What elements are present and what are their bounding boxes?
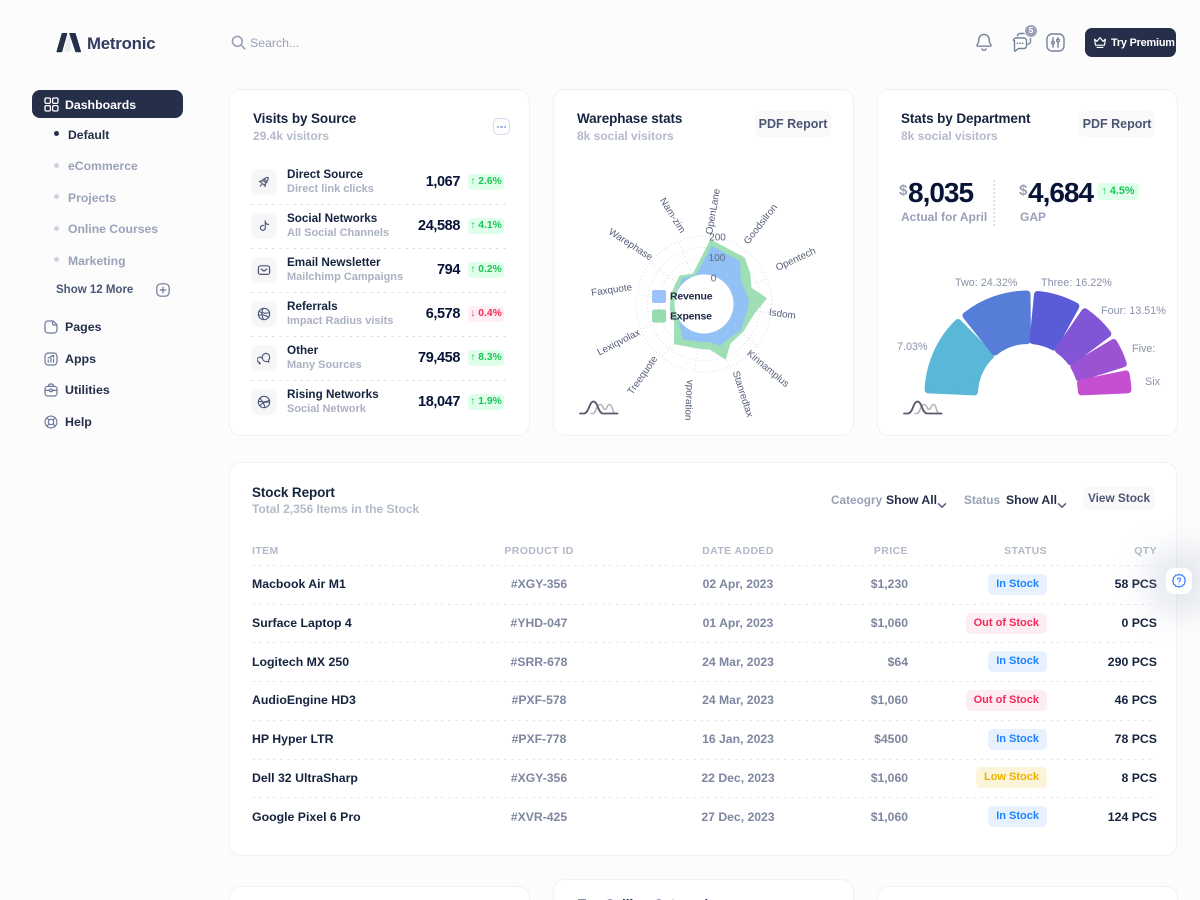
svg-text:200: 200: [709, 233, 726, 244]
svg-text:Isdom: Isdom: [768, 307, 796, 322]
svg-text:100: 100: [709, 253, 726, 264]
svg-text:OpenLane: OpenLane: [704, 187, 723, 235]
svg-text:Nam-zim: Nam-zim: [657, 196, 687, 235]
svg-text:Goodsilron: Goodsilron: [742, 202, 780, 246]
svg-text:Faxquote: Faxquote: [590, 282, 633, 299]
svg-text:Treequote: Treequote: [626, 354, 661, 397]
svg-text:Opentech: Opentech: [774, 246, 817, 274]
svg-text:vporation: vporation: [682, 380, 695, 421]
svg-text:Stanredtax: Stanredtax: [730, 370, 755, 419]
svg-text:Warephase: Warephase: [606, 227, 654, 264]
svg-text:0: 0: [711, 274, 717, 285]
svg-text:Expense: Expense: [670, 311, 712, 323]
svg-text:Lexiqvolax: Lexiqvolax: [596, 327, 643, 358]
svg-text:Revenue: Revenue: [670, 291, 713, 303]
svg-text:Kinnamplus: Kinnamplus: [744, 348, 791, 390]
